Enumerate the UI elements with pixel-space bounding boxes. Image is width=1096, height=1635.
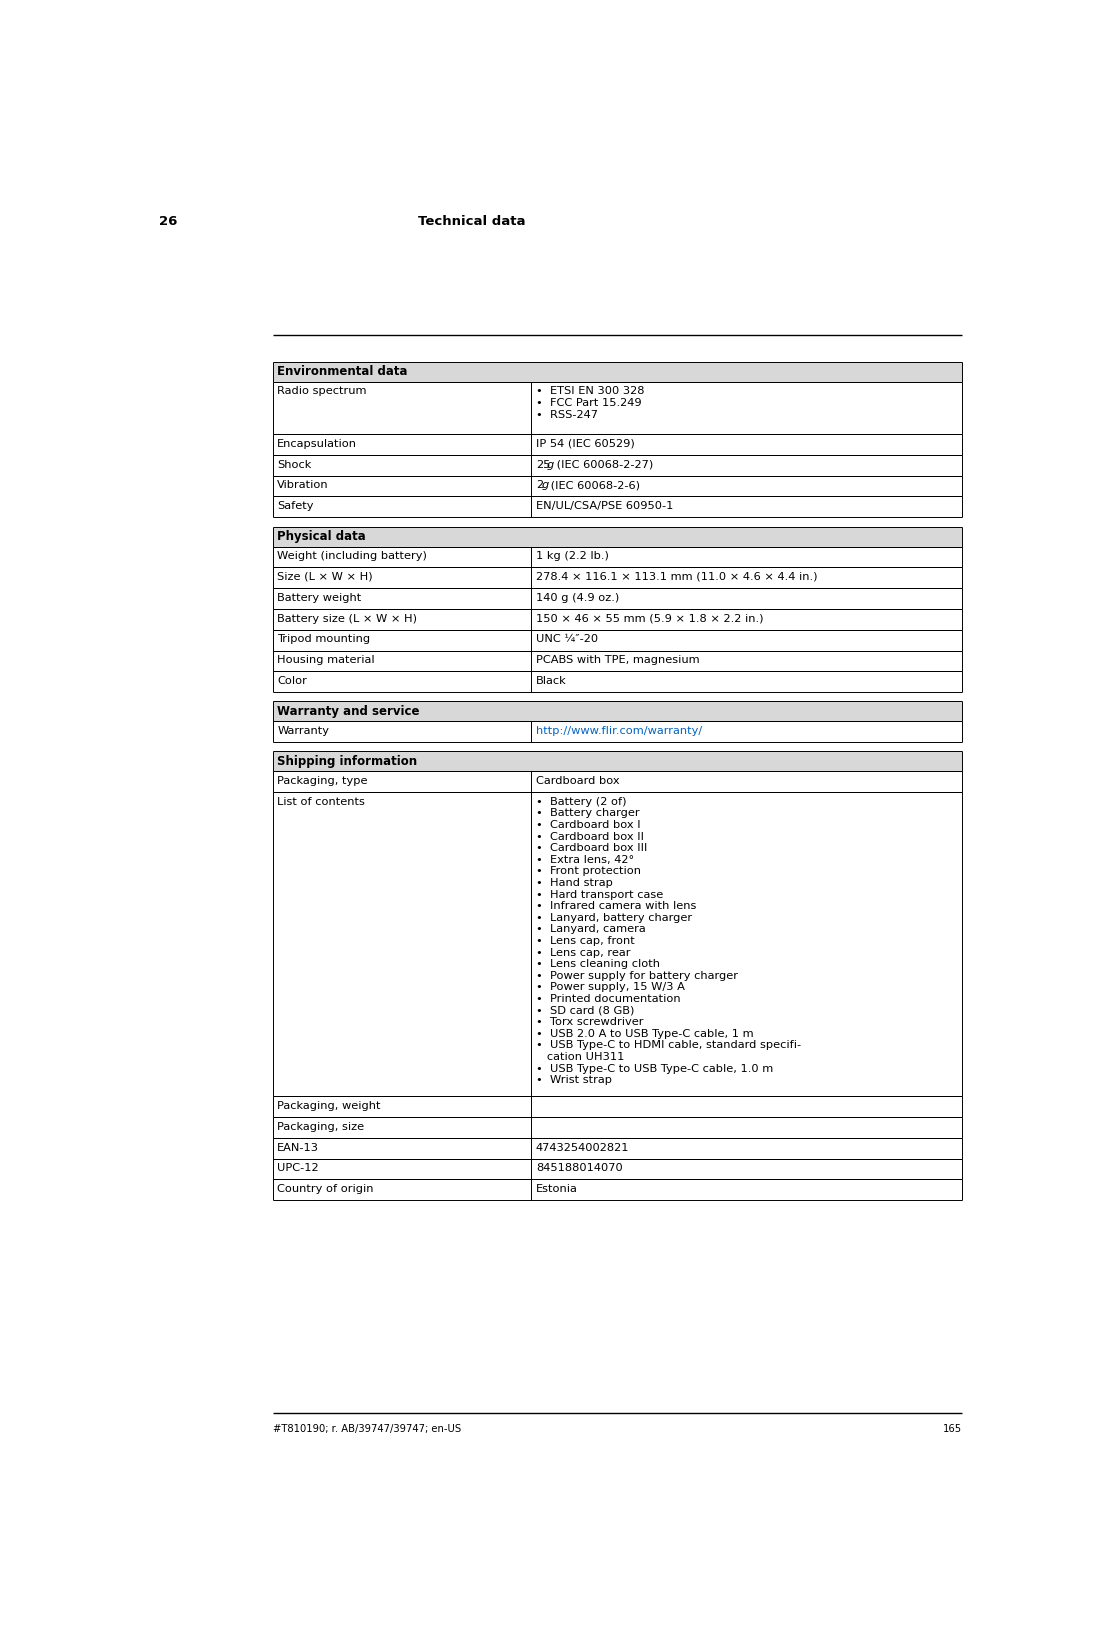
Bar [273, 1117, 962, 1138]
Text: Shipping information: Shipping information [277, 755, 418, 768]
Text: Vibration: Vibration [277, 481, 329, 490]
Text: Encapsulation: Encapsulation [277, 438, 357, 448]
Text: 845188014070: 845188014070 [536, 1164, 623, 1174]
Text: #T810190; r. AB/39747/39747; en-US: #T810190; r. AB/39747/39747; en-US [273, 1424, 460, 1434]
Text: http://www.flir.com/warranty/: http://www.flir.com/warranty/ [536, 726, 703, 736]
Text: EN/UL/CSA/PSE 60950-1: EN/UL/CSA/PSE 60950-1 [536, 500, 673, 512]
Text: Packaging, weight: Packaging, weight [277, 1100, 380, 1110]
Text: List of contents: List of contents [277, 796, 365, 806]
Text: 25: 25 [536, 459, 550, 469]
Text: Packaging, type: Packaging, type [277, 777, 368, 786]
Bar [273, 672, 962, 692]
Text: Tripod mounting: Tripod mounting [277, 634, 370, 644]
Text: UPC-12: UPC-12 [277, 1164, 319, 1174]
Bar [273, 1097, 962, 1117]
Bar [273, 651, 962, 672]
Bar [273, 497, 962, 517]
Text: 165: 165 [944, 1424, 962, 1434]
Text: g: g [541, 481, 549, 490]
Text: •  Battery (2 of)
•  Battery charger
•  Cardboard box I
•  Cardboard box II
•  C: • Battery (2 of) • Battery charger • Car… [536, 796, 801, 1086]
Text: Warranty: Warranty [277, 726, 329, 736]
Text: 4743254002821: 4743254002821 [536, 1143, 629, 1153]
Bar [273, 381, 962, 435]
Text: Cardboard box: Cardboard box [536, 777, 619, 786]
Bar [273, 1159, 962, 1179]
Text: Country of origin: Country of origin [277, 1184, 374, 1194]
Bar [273, 772, 962, 793]
Bar [273, 752, 962, 772]
Text: IP 54 (IEC 60529): IP 54 (IEC 60529) [536, 438, 635, 448]
Bar [273, 1179, 962, 1200]
Bar [273, 361, 962, 381]
Text: Technical data: Technical data [419, 216, 526, 229]
Bar [273, 721, 962, 742]
Bar [273, 455, 962, 476]
Text: Battery weight: Battery weight [277, 594, 362, 603]
Text: Environmental data: Environmental data [277, 365, 408, 378]
Bar [273, 546, 962, 567]
Text: UNC ¼″-20: UNC ¼″-20 [536, 634, 598, 644]
Bar [273, 1138, 962, 1159]
Text: Warranty and service: Warranty and service [277, 705, 420, 718]
Text: Physical data: Physical data [277, 530, 366, 543]
Bar [273, 567, 962, 589]
Bar [273, 589, 962, 608]
Text: (IEC 60068-2-27): (IEC 60068-2-27) [552, 459, 653, 469]
Text: Packaging, size: Packaging, size [277, 1122, 364, 1131]
Text: Safety: Safety [277, 500, 313, 512]
Bar [273, 476, 962, 497]
Text: 2: 2 [536, 481, 543, 490]
Bar [273, 793, 962, 1097]
Text: Battery size (L × W × H): Battery size (L × W × H) [277, 613, 418, 623]
Text: PCABS with TPE, magnesium: PCABS with TPE, magnesium [536, 656, 699, 665]
Bar [273, 526, 962, 546]
Text: •  ETSI EN 300 328
•  FCC Part 15.249
•  RSS-247: • ETSI EN 300 328 • FCC Part 15.249 • RS… [536, 386, 644, 420]
Text: EAN-13: EAN-13 [277, 1143, 319, 1153]
Text: (IEC 60068-2-6): (IEC 60068-2-6) [547, 481, 640, 490]
Text: 150 × 46 × 55 mm (5.9 × 1.8 × 2.2 in.): 150 × 46 × 55 mm (5.9 × 1.8 × 2.2 in.) [536, 613, 764, 623]
Text: Housing material: Housing material [277, 656, 375, 665]
Bar [273, 435, 962, 455]
Text: Weight (including battery): Weight (including battery) [277, 551, 427, 561]
Text: Estonia: Estonia [536, 1184, 578, 1194]
Bar [273, 701, 962, 721]
Text: 26: 26 [159, 216, 178, 229]
Text: 278.4 × 116.1 × 113.1 mm (11.0 × 4.6 × 4.4 in.): 278.4 × 116.1 × 113.1 mm (11.0 × 4.6 × 4… [536, 572, 818, 582]
Bar [273, 608, 962, 629]
Text: Size (L × W × H): Size (L × W × H) [277, 572, 373, 582]
Text: 140 g (4.9 oz.): 140 g (4.9 oz.) [536, 594, 619, 603]
Text: Shock: Shock [277, 459, 311, 469]
Text: 1 kg (2.2 lb.): 1 kg (2.2 lb.) [536, 551, 608, 561]
Text: Color: Color [277, 675, 307, 687]
Text: Radio spectrum: Radio spectrum [277, 386, 367, 396]
Text: g: g [547, 459, 555, 469]
Bar [273, 629, 962, 651]
Text: Black: Black [536, 675, 567, 687]
